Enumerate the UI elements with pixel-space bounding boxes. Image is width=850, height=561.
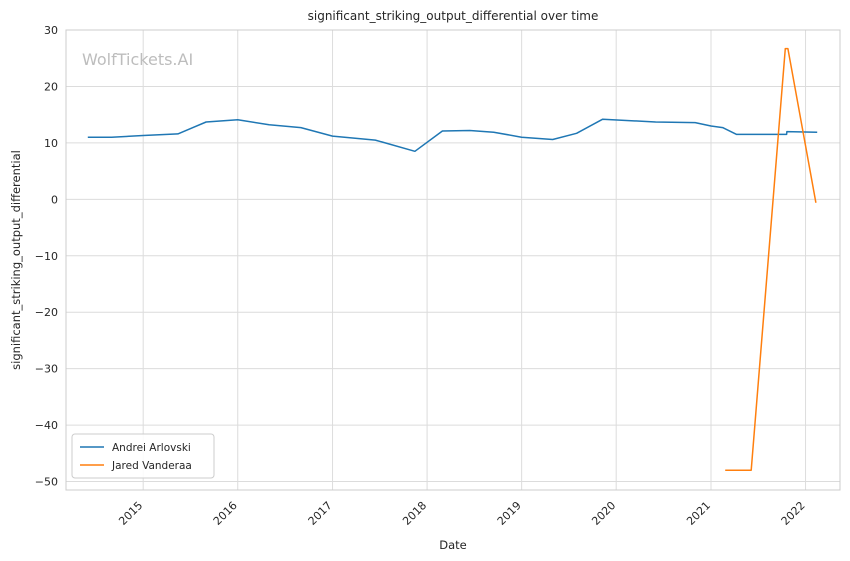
y-tick-label: −50 [35,476,58,489]
legend: Andrei Arlovski Jared Vanderaa [71,433,215,479]
y-tick-label: −20 [35,306,58,319]
y-axis-title: significant_striking_output_differential [9,150,23,370]
y-tick-label: −10 [35,250,58,263]
y-tick-label: −40 [35,419,58,432]
x-tick-label: 2018 [400,499,429,528]
legend-label: Andrei Arlovski [112,442,191,454]
series-line [725,47,817,471]
y-tick-label: 0 [51,193,58,206]
x-tick-label: 2022 [779,499,808,528]
series-line [87,118,818,153]
watermark: WolfTickets.AI [82,50,193,69]
x-tick-label: 2016 [211,499,240,528]
chart-title: significant_striking_output_differential… [308,9,599,23]
y-tick-label: 30 [44,24,58,37]
x-tick-label: 2019 [495,499,524,528]
x-tick-label: 2020 [589,499,618,528]
x-tick-label: 2017 [306,499,335,528]
series-lines [87,47,818,471]
x-tick-label: 2021 [684,499,713,528]
legend-label: Jared Vanderaa [111,460,192,472]
y-tick-label: −30 [35,363,58,376]
grid [66,29,840,490]
y-tick-label: 20 [44,80,58,93]
y-tick-label: 10 [44,137,58,150]
x-axis-title: Date [439,538,467,552]
legend-box [71,433,215,479]
x-tick-label: 2015 [116,499,145,528]
plot-frame [65,29,841,491]
